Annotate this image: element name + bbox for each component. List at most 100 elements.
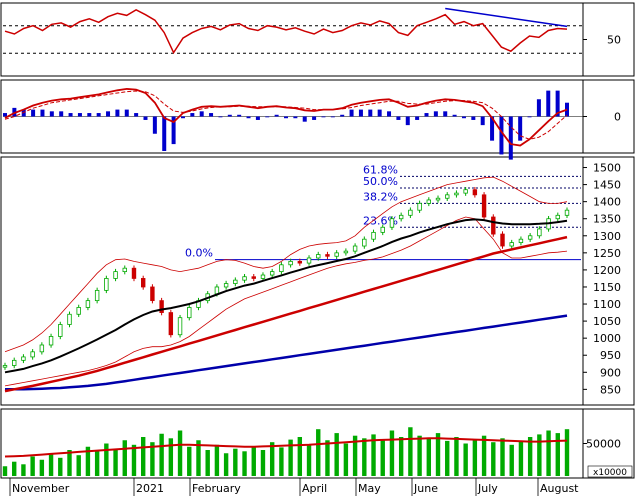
volume-bar xyxy=(325,440,330,476)
macd-histogram-bar xyxy=(190,113,195,117)
macd-histogram-bar xyxy=(415,116,420,120)
price-candle-body xyxy=(297,260,303,264)
volume-moving-average xyxy=(4,437,568,458)
fibonacci-level-label: 38.2% xyxy=(363,190,398,203)
macd-histogram-bar xyxy=(358,109,363,117)
price-candle-body xyxy=(325,254,330,257)
price-candle-body xyxy=(445,194,450,199)
macd-histogram-bar xyxy=(162,116,167,151)
price-tick-label: 1050 xyxy=(593,315,621,328)
rsi-line xyxy=(4,8,568,55)
price-candle-body xyxy=(260,274,266,279)
price-candle-body xyxy=(463,189,468,194)
x-axis-label: August xyxy=(540,482,579,495)
price-candle-body xyxy=(426,199,432,204)
volume-bar xyxy=(454,437,459,476)
volume-bar xyxy=(58,457,63,476)
volume-bar xyxy=(177,430,183,476)
volume-bar xyxy=(269,442,275,476)
price-candle-body xyxy=(242,276,247,281)
macd-histogram-bar xyxy=(274,114,279,117)
moving-average-short xyxy=(4,218,568,374)
macd-histogram-bar xyxy=(237,114,242,117)
moving-average-long xyxy=(5,314,568,391)
macd-histogram-bar xyxy=(340,114,345,117)
macd-histogram-bar xyxy=(227,114,232,117)
macd-histogram-bar xyxy=(321,116,326,118)
macd-histogram-bar xyxy=(368,109,373,117)
macd-histogram-bar xyxy=(246,116,251,119)
fibonacci-level-label: 61.8% xyxy=(363,163,398,176)
price-candle-body xyxy=(140,278,146,288)
price-candle-body xyxy=(187,307,192,319)
price-candle-body xyxy=(343,250,349,254)
volume-bar xyxy=(279,447,284,476)
price-tick-label: 1200 xyxy=(593,264,621,277)
price-candle-body xyxy=(472,189,478,196)
volume-bar xyxy=(546,430,551,476)
macd-histogram-bar xyxy=(171,116,176,145)
price-candle-body xyxy=(306,257,312,264)
volume-bar xyxy=(223,453,229,476)
volume-bar xyxy=(408,427,413,476)
macd-histogram-bar xyxy=(59,111,64,117)
rsi-panel-frame xyxy=(0,2,635,77)
volume-bar xyxy=(371,434,376,476)
bollinger-upper-band xyxy=(4,176,568,353)
price-candle-body xyxy=(316,254,321,259)
volume-bar xyxy=(398,437,404,476)
volume-bar xyxy=(260,450,266,476)
volume-bar xyxy=(306,444,312,476)
price-candle-body xyxy=(555,214,560,220)
volume-bar xyxy=(445,440,450,476)
macd-histogram-bar xyxy=(265,116,270,118)
x-axis-label: May xyxy=(358,482,381,495)
macd-histogram-bar xyxy=(405,116,410,126)
price-candle-body xyxy=(131,267,137,279)
price-candle-body xyxy=(150,286,155,302)
price-tick-label: 850 xyxy=(600,383,621,396)
macd-histogram-bar xyxy=(433,111,438,117)
volume-bar xyxy=(196,440,201,476)
macd-histogram-bar xyxy=(3,113,7,117)
macd-histogram-bar xyxy=(115,109,120,117)
price-tick-label: 1250 xyxy=(593,247,621,260)
rsi-trendline xyxy=(445,7,568,28)
macd-histogram-bar xyxy=(218,116,223,118)
price-candle-body xyxy=(537,228,542,237)
volume-bar xyxy=(67,450,72,476)
macd-histogram-bar xyxy=(377,109,382,117)
price-candle-body xyxy=(76,307,81,315)
x-axis: November 2021 February April May June July Augu… xyxy=(9,478,579,496)
volume-unit-box xyxy=(587,465,633,478)
price-candle-body xyxy=(159,300,164,313)
price-candle-body xyxy=(21,356,26,361)
price-candle-body xyxy=(435,197,441,201)
volume-panel: 50000 x10000 xyxy=(2,427,633,478)
macd-panel: 0 xyxy=(3,87,621,160)
price-candle-body xyxy=(214,286,220,295)
macd-histogram-bar xyxy=(499,116,504,155)
price-tick-label: 1150 xyxy=(593,281,621,294)
volume-bar xyxy=(297,437,303,476)
volume-bar xyxy=(472,439,478,476)
macd-tick-label: 0 xyxy=(614,111,621,124)
volume-bar xyxy=(491,442,496,476)
macd-histogram-bar xyxy=(209,113,214,117)
price-candle-body xyxy=(168,312,174,336)
volume-bar xyxy=(233,448,238,476)
macd-histogram-bar xyxy=(424,113,429,117)
price-candle-body xyxy=(67,313,72,325)
price-candle-body xyxy=(481,194,487,218)
volume-bar xyxy=(343,443,349,476)
price-tick-label: 950 xyxy=(600,349,621,362)
price-tick-label: 900 xyxy=(600,366,621,379)
macd-histogram-bar xyxy=(555,90,560,117)
volume-bar xyxy=(122,440,127,476)
volume-bar xyxy=(417,435,422,476)
macd-histogram-bar xyxy=(180,116,185,119)
price-candle-body xyxy=(2,365,8,368)
price-candle-body xyxy=(417,202,422,211)
volume-bar xyxy=(389,430,395,476)
